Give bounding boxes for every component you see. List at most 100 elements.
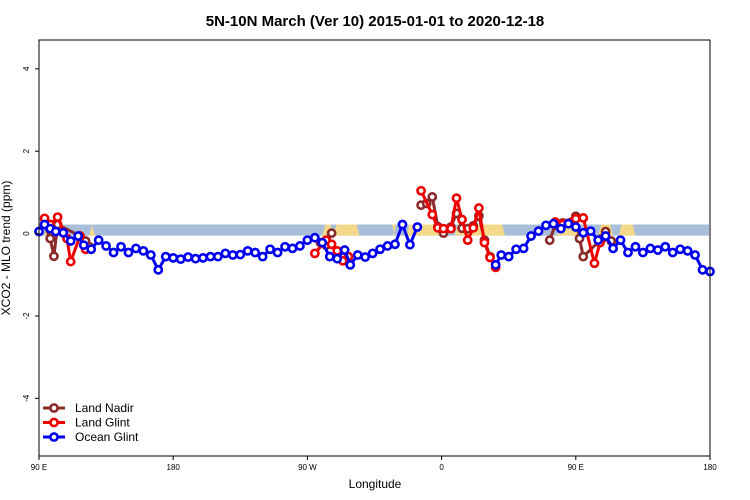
legend-item: Land Glint: [43, 416, 130, 430]
data-point: [416, 185, 426, 196]
data-point: [427, 209, 438, 220]
data-point: [496, 250, 507, 260]
data-point: [548, 218, 559, 229]
data-point: [101, 241, 111, 251]
y-tick-label: -4: [22, 394, 31, 402]
data-point: [131, 243, 141, 254]
data-point: [50, 226, 61, 237]
data-point: [623, 247, 633, 258]
data-point: [332, 253, 343, 264]
data-point: [145, 250, 156, 260]
x-tick-label: 180: [167, 463, 181, 472]
data-point: [49, 251, 59, 262]
data-point: [563, 218, 574, 229]
data-point: [485, 252, 495, 263]
data-point: [52, 212, 63, 223]
data-point: [589, 258, 600, 269]
data-point: [600, 231, 611, 241]
data-point: [457, 214, 468, 225]
y-axis: -4 -2 0 2 4: [22, 66, 39, 402]
data-point: [352, 250, 363, 260]
x-tick-label: 0: [439, 463, 444, 472]
data-point: [272, 247, 283, 258]
data-point: [541, 220, 551, 231]
plot-frame: [38, 39, 711, 457]
data-point: [309, 232, 320, 243]
data-point: [93, 235, 104, 246]
y-tick-label: -2: [22, 312, 31, 320]
data-point: [160, 251, 171, 262]
x-tick-label: 90 E: [568, 463, 584, 472]
data-point: [675, 244, 686, 255]
data-point: [324, 251, 335, 262]
data-point: [578, 213, 589, 223]
data-point: [630, 241, 641, 252]
data-point: [73, 231, 84, 241]
data-point: [257, 251, 268, 262]
data-point: [78, 240, 89, 251]
data-point: [690, 250, 700, 260]
data-point: [462, 235, 473, 246]
legend-label: Land Glint: [75, 416, 130, 430]
data-point: [339, 245, 350, 255]
data-point: [175, 254, 186, 265]
data-point: [578, 251, 589, 262]
data-point: [490, 259, 501, 270]
x-tick-label: 180: [703, 463, 717, 472]
data-point: [168, 252, 179, 263]
data-point: [397, 219, 408, 230]
data-point: [526, 231, 536, 241]
data-point: [682, 245, 693, 256]
legend-item: Land Nadir: [43, 401, 134, 415]
data-point: [405, 239, 415, 250]
data-point: [382, 241, 393, 251]
data-point: [86, 244, 97, 255]
data-point: [58, 227, 69, 238]
data-point: [570, 222, 581, 232]
data-point: [205, 251, 216, 262]
data-point: [473, 203, 484, 213]
data-point: [390, 239, 400, 250]
data-point: [593, 235, 604, 246]
data-point: [667, 247, 678, 258]
land-segment: [89, 224, 95, 236]
land-segment: [392, 224, 397, 236]
data-point: [360, 252, 371, 262]
data-point: [468, 222, 479, 233]
y-axis-label: XCO2 - MLO trend (ppm): [0, 181, 13, 316]
data-point: [427, 192, 438, 202]
x-axis: 90 E 180 90 W 0 90 E 180: [31, 456, 717, 472]
data-point: [652, 245, 663, 255]
land-segment: [333, 224, 360, 236]
land-segment: [618, 224, 636, 236]
data-point: [585, 226, 596, 237]
x-axis-label: Longitude: [349, 477, 402, 491]
data-point: [511, 244, 522, 255]
data-point: [198, 252, 208, 263]
data-point: [220, 248, 231, 259]
data-point: [451, 193, 462, 204]
data-point: [65, 236, 76, 246]
data-point: [570, 213, 581, 224]
legend-marker: [49, 417, 59, 428]
data-point: [213, 251, 223, 262]
data-point: [227, 250, 238, 260]
data-point: [65, 256, 76, 267]
data-point: [697, 264, 708, 275]
data-point: [309, 248, 320, 259]
data-point: [503, 251, 514, 262]
data-point: [302, 235, 313, 246]
reference-band: [40, 224, 709, 236]
data-point: [345, 259, 356, 270]
data-point: [116, 241, 126, 252]
data-point: [518, 243, 529, 254]
data-point: [280, 241, 290, 252]
y-tick-label: 0: [22, 231, 31, 236]
data-point: [326, 228, 337, 239]
data-point: [183, 252, 194, 262]
data-point: [123, 247, 134, 258]
data-point: [235, 249, 246, 260]
chart-title: 5N-10N March (Ver 10) 2015-01-01 to 2020…: [206, 13, 545, 30]
